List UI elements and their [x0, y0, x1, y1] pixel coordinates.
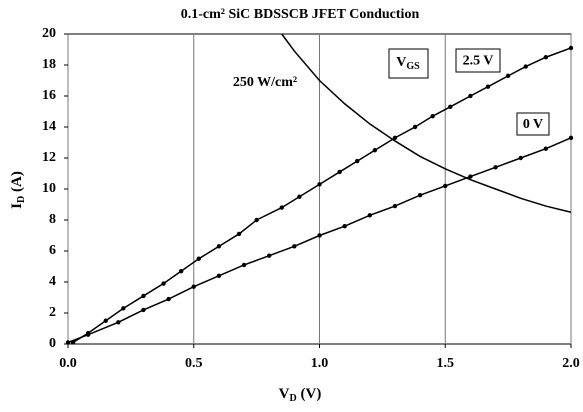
data-point: [367, 213, 372, 218]
data-point: [116, 320, 121, 325]
data-point: [392, 135, 398, 141]
data-point: [568, 45, 574, 51]
series-label: 250 W/cm²: [233, 75, 297, 90]
data-point: [493, 165, 498, 170]
x-axis-label: VD (V): [279, 386, 322, 404]
data-point: [430, 113, 435, 119]
series-label: 2.5 V: [463, 54, 494, 69]
data-point: [568, 135, 574, 141]
data-point: [196, 256, 201, 261]
data-point: [523, 64, 528, 69]
data-point: [178, 268, 184, 274]
x-tick-label: 2.0: [562, 356, 580, 371]
data-point: [392, 203, 398, 209]
data-point: [468, 93, 473, 99]
y-label-sub: D: [16, 196, 27, 203]
y-tick-label: 12: [42, 150, 56, 165]
x-tick-label: 1.5: [437, 356, 455, 371]
data-point: [417, 193, 423, 198]
data-point: [485, 84, 491, 89]
data-point: [216, 273, 222, 278]
data-point: [355, 158, 360, 164]
y-tick-label: 18: [42, 57, 56, 72]
data-point: [372, 148, 378, 153]
data-point: [141, 293, 146, 299]
data-point: [236, 231, 242, 237]
data-point: [65, 340, 71, 345]
data-point: [85, 332, 91, 337]
data-point: [297, 194, 302, 199]
data-point: [543, 146, 549, 151]
data-point: [254, 217, 259, 223]
data-point: [468, 174, 473, 179]
x-tick-label: 0.5: [185, 356, 203, 371]
x-label-sub: D: [290, 393, 297, 404]
data-point: [141, 307, 146, 313]
y-tick-label: 20: [42, 26, 56, 41]
data-point: [279, 205, 284, 210]
data-point: [191, 284, 196, 289]
data-point: [317, 233, 322, 238]
x-tick-label: 1.0: [311, 356, 329, 371]
x-label-unit: (V): [297, 386, 322, 402]
data-point: [216, 244, 222, 249]
data-point: [121, 306, 126, 311]
series-label: 0 V: [523, 117, 543, 132]
y-tick-label: 0: [49, 336, 56, 351]
series-label-box: [455, 48, 501, 73]
data-point: [166, 296, 171, 302]
data-point: [543, 55, 549, 60]
x-label-main: V: [279, 386, 290, 402]
data-point: [443, 183, 448, 189]
data-point: [337, 169, 342, 175]
data-point: [267, 253, 272, 258]
data-point: [505, 73, 511, 79]
x-tick-label: 0.0: [59, 356, 77, 371]
data-point: [103, 318, 108, 323]
data-point: [518, 155, 523, 161]
series-line: [281, 33, 572, 213]
legend-title-box: [388, 48, 429, 79]
y-tick-label: 8: [49, 212, 56, 227]
y-tick-label: 6: [49, 243, 56, 258]
y-tick-label: 2: [49, 305, 56, 320]
data-point: [292, 244, 297, 249]
legend-title-main: V: [396, 55, 406, 70]
y-tick-label: 10: [42, 181, 56, 196]
y-label-main: I: [9, 203, 25, 209]
legend-title-sub: GS: [406, 61, 420, 72]
y-axis-label: ID (A): [9, 171, 27, 209]
data-point: [448, 104, 453, 110]
data-point: [161, 281, 166, 286]
data-point: [241, 262, 247, 268]
legend-title: VGS: [396, 55, 420, 72]
data-point: [317, 182, 322, 187]
series-label-box: [516, 112, 550, 136]
data-point: [342, 224, 347, 229]
y-tick-label: 14: [42, 119, 56, 134]
chart-title: 0.1-cm² SiC BDSSCB JFET Conduction: [181, 7, 420, 22]
y-tick-label: 4: [49, 274, 56, 289]
y-tick-label: 16: [42, 88, 56, 103]
y-label-unit: (A): [9, 171, 25, 196]
data-point: [412, 124, 418, 130]
